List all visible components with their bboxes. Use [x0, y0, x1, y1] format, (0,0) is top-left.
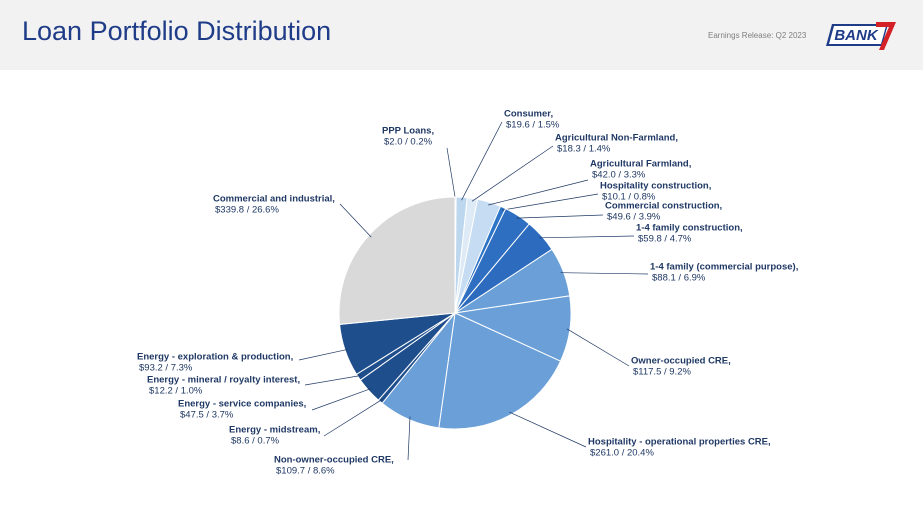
leader-line [560, 272, 649, 275]
leader-line [461, 121, 503, 201]
value-label: $19.6 / 1.5% [506, 120, 560, 131]
logo-inner [829, 26, 886, 44]
pie-slice [438, 312, 562, 430]
release-label: Earnings Release: Q2 2023 [708, 31, 807, 40]
leader-line [311, 388, 372, 411]
value-label: $117.5 / 9.2% [633, 367, 691, 378]
page-title: Loan Portfolio Distribution [22, 16, 332, 46]
logo-text: BANK [834, 27, 878, 44]
value-label: $2.0 / 0.2% [384, 137, 433, 148]
slice-label: Agricultural Farmland, [590, 159, 691, 170]
leader-line [516, 214, 604, 219]
value-label: $339.8 / 26.6% [215, 205, 279, 216]
value-label: $18.3 / 1.4% [557, 144, 611, 155]
slice-label: Energy - midstream, [229, 425, 320, 436]
leader-line [488, 179, 589, 206]
logo-seven [876, 22, 896, 50]
leader-line [471, 145, 554, 202]
value-label: $47.5 / 3.7% [180, 410, 234, 421]
slice-label: Energy - exploration & production, [137, 352, 293, 363]
value-label: $261.0 / 20.4% [590, 448, 654, 459]
value-label: $10.1 / 0.8% [602, 192, 656, 203]
slice-label: Commercial construction, [605, 201, 722, 212]
leader-line [509, 411, 587, 448]
value-label: $12.2 / 1.0% [149, 386, 203, 397]
slice-label: Hospitality construction, [600, 181, 711, 192]
value-label: $109.7 / 8.6% [276, 466, 335, 477]
leader-line [304, 375, 361, 386]
slice-label: 1-4 family construction, [636, 223, 743, 234]
value-label: $88.1 / 6.9% [652, 273, 706, 284]
slice-label: 1-4 family (commercial purpose), [650, 262, 798, 273]
slice-label: Hospitality - operational properties CRE… [588, 437, 771, 448]
slice-label: Commercial and industrial, [213, 194, 335, 205]
leader-line [566, 328, 630, 367]
chart: PPP Loans,$2.0 / 0.2% Consumer,$19.6 / 1.… [137, 109, 798, 477]
slice-label: Energy - service companies, [178, 399, 306, 410]
leader-line [501, 193, 599, 211]
slice-label: Owner-occupied CRE, [631, 356, 731, 367]
leader-line [323, 399, 383, 437]
leader-line [539, 235, 635, 239]
header-band [0, 0, 923, 70]
slice-label: Energy - mineral / royalty interest, [147, 375, 300, 386]
value-label: $42.0 / 3.3% [592, 170, 646, 181]
slice-label: Non-owner-occupied CRE, [274, 455, 394, 466]
slice-label: PPP Loans, [382, 126, 434, 137]
value-label: $49.6 / 3.9% [607, 212, 661, 223]
value-label: $8.6 / 0.7% [231, 436, 280, 447]
slice-label: Consumer, [504, 109, 553, 120]
leader-line [298, 348, 349, 361]
pie-slice [338, 196, 456, 325]
leader-line [339, 203, 372, 238]
slice-label: Agricultural Non-Farmland, [555, 133, 678, 144]
logo: BANK [826, 22, 896, 50]
value-label: $59.8 / 4.7% [638, 234, 692, 245]
leader-line [446, 147, 456, 201]
value-label: $93.2 / 7.3% [139, 363, 193, 374]
leader-line [407, 416, 411, 461]
